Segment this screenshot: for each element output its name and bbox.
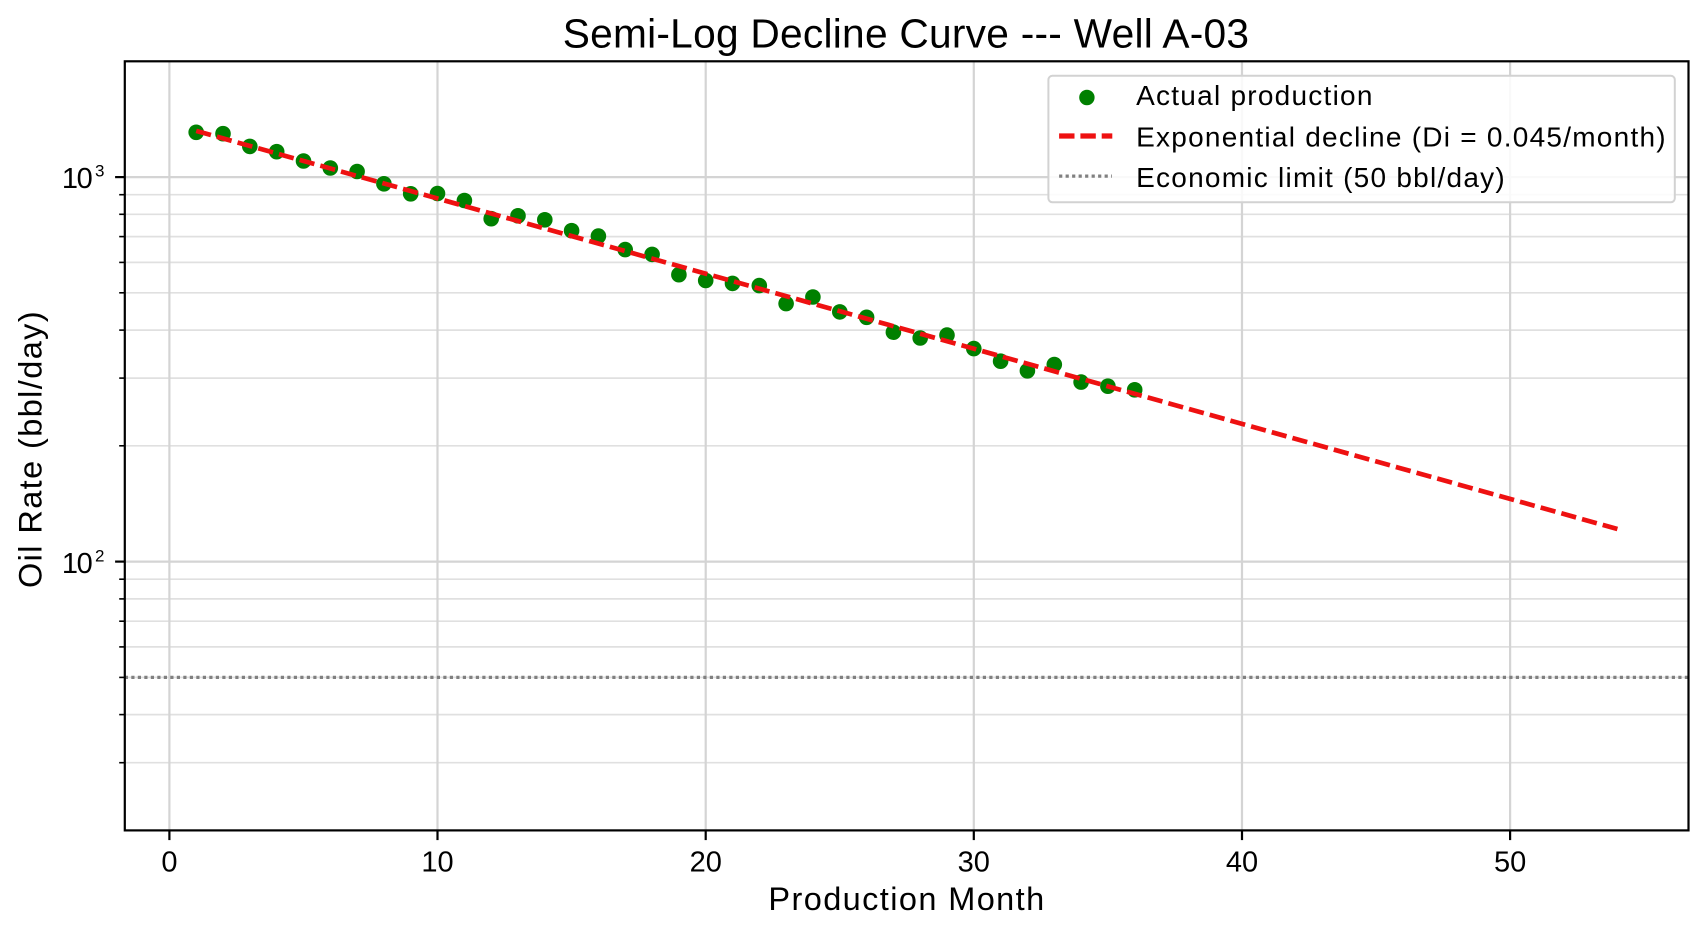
- svg-text:20: 20: [690, 847, 722, 879]
- svg-text:Actual production: Actual production: [1136, 80, 1374, 111]
- svg-text:Production Month: Production Month: [768, 881, 1045, 917]
- svg-text:10: 10: [421, 847, 453, 879]
- svg-text:50: 50: [1494, 847, 1526, 879]
- svg-text:10: 10: [62, 163, 92, 195]
- svg-text:Economic limit (50 bbl/day): Economic limit (50 bbl/day): [1136, 162, 1506, 193]
- svg-text:Exponential decline (Di = 0.04: Exponential decline (Di = 0.045/month): [1136, 121, 1667, 152]
- svg-text:30: 30: [958, 847, 990, 879]
- svg-text:3: 3: [95, 161, 104, 180]
- svg-text:2: 2: [95, 547, 104, 566]
- svg-text:0: 0: [161, 847, 177, 879]
- svg-text:Oil Rate (bbl/day): Oil Rate (bbl/day): [13, 310, 49, 588]
- svg-text:Semi-Log Decline Curve --- Wel: Semi-Log Decline Curve --- Well A-03: [563, 10, 1250, 56]
- svg-text:10: 10: [62, 548, 92, 580]
- svg-text:40: 40: [1226, 847, 1258, 879]
